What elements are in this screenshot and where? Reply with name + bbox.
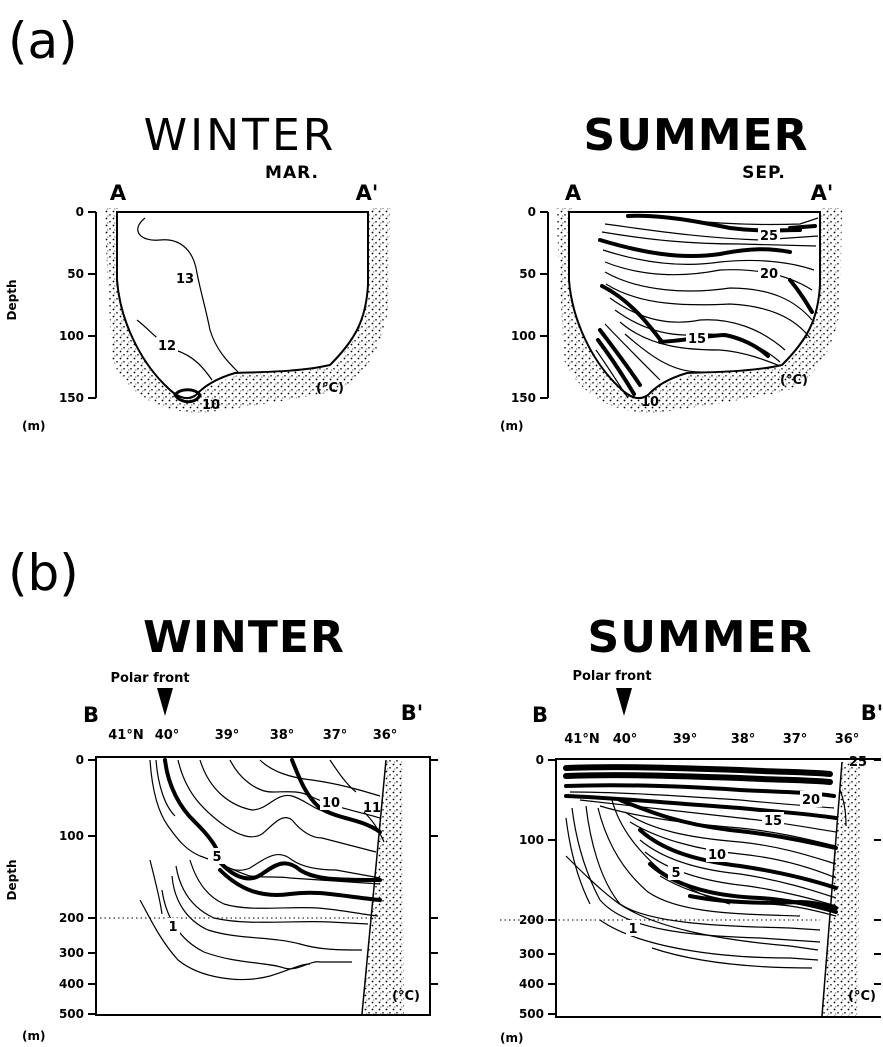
panel-a-winter-label-13: 13 bbox=[176, 272, 194, 287]
panel-b-winter-label-10: 10 bbox=[322, 796, 340, 811]
panel-b-depth-axis-title: Depth bbox=[5, 860, 19, 901]
panel-b-summer-lat-41: 41°N bbox=[564, 732, 599, 747]
panel-b-winter-tick-200: 200 bbox=[59, 911, 84, 925]
panel-b-winter-lat-38: 38° bbox=[270, 728, 295, 743]
panel-a-winter-month: MAR. bbox=[265, 163, 319, 183]
panel-b-summer-seafloor bbox=[822, 762, 860, 1016]
panel-b-summer-depth-ticks bbox=[548, 759, 881, 1015]
panel-b-summer-label-5: 5 bbox=[671, 866, 680, 881]
panel-b-winter: WINTER Polar front B B' 41°N 40° 39° 38°… bbox=[5, 612, 438, 1043]
panel-a-winter-label-10: 10 bbox=[202, 398, 220, 413]
panel-b-summer-tick-300: 300 bbox=[519, 947, 544, 961]
panel-a-summer-label-10: 10 bbox=[641, 395, 659, 410]
panel-b-summer-tick-400: 400 bbox=[519, 977, 544, 991]
panel-b-summer-tick-500: 500 bbox=[519, 1007, 544, 1021]
panel-a-summer-tick-100: 100 bbox=[511, 329, 536, 343]
panel-a-summer-month: SEP. bbox=[742, 163, 786, 183]
panel-a-winter-start: A bbox=[110, 181, 127, 205]
panel-a-winter-tick-0: 0 bbox=[76, 205, 84, 219]
panel-b-summer-frame bbox=[555, 758, 881, 1018]
panel-b-winter-title: WINTER bbox=[143, 612, 345, 663]
panel-b-winter-seafloor bbox=[362, 760, 404, 1014]
panel-b-summer-label-15: 15 bbox=[764, 814, 782, 829]
panel-a-summer-end: A' bbox=[811, 181, 834, 205]
panel-b-summer: SUMMER Polar front B B' 41°N 40° 39° 38°… bbox=[500, 612, 883, 1045]
panel-a-summer-depth-unit: (m) bbox=[500, 419, 523, 433]
panel-a-winter-isotherm-10 bbox=[173, 388, 202, 404]
panel-a-winter-tick-150: 150 bbox=[59, 391, 84, 405]
panel-b-summer-slope bbox=[821, 761, 843, 1017]
panel-b-summer-lat-40: 40° bbox=[613, 732, 638, 747]
panel-a-winter-isotherm-13 bbox=[137, 217, 239, 373]
panel-b-summer-lat-39: 39° bbox=[673, 732, 698, 747]
panel-b-winter-end: B' bbox=[401, 701, 423, 725]
panel-a-summer-tick-150: 150 bbox=[511, 391, 536, 405]
panel-a-depth-axis-title: Depth bbox=[5, 280, 19, 321]
panel-b-winter-label-11: 11 bbox=[363, 801, 381, 816]
panel-b-summer-temp-unit: (°C) bbox=[848, 989, 876, 1004]
panel-b-summer-front-label: Polar front bbox=[572, 669, 651, 684]
panel-a-winter-tick-100: 100 bbox=[59, 329, 84, 343]
panel-b-winter-label-5: 5 bbox=[212, 850, 221, 865]
panel-b-winter-lat-39: 39° bbox=[215, 728, 240, 743]
panel-b-summer-tick-0: 0 bbox=[536, 753, 544, 767]
panel-a-summer-label-15: 15 bbox=[688, 332, 706, 347]
panel-b-winter-tick-0: 0 bbox=[76, 753, 84, 767]
panel-b-winter-tick-400: 400 bbox=[59, 977, 84, 991]
panel-b-summer-tick-200: 200 bbox=[519, 913, 544, 927]
panel-b-winter-tick-500: 500 bbox=[59, 1007, 84, 1021]
panel-b-winter-tick-100: 100 bbox=[59, 829, 84, 843]
panel-b-winter-start: B bbox=[83, 703, 99, 727]
panel-b-summer-tick-100: 100 bbox=[519, 833, 544, 847]
panel-a-summer-temp-unit: (°C) bbox=[780, 373, 808, 388]
panel-a-summer-label-25: 25 bbox=[760, 229, 778, 244]
panel-b-summer-front-marker bbox=[616, 688, 632, 716]
panel-b-summer-label-1: 1 bbox=[628, 922, 637, 937]
panel-b-summer-end: B' bbox=[861, 701, 883, 725]
panel-a-summer-start: A bbox=[565, 181, 582, 205]
panel-a-summer-label-20: 20 bbox=[760, 267, 778, 282]
panel-b-winter-isotherms bbox=[139, 758, 385, 981]
panel-a-letter: (a) bbox=[8, 12, 78, 70]
panel-a-summer-title: SUMMER bbox=[584, 110, 809, 161]
panel-a-winter-depth-unit: (m) bbox=[22, 419, 45, 433]
panel-b-winter-depth-ticks bbox=[88, 759, 438, 1015]
panel-a-winter-title: WINTER bbox=[144, 110, 337, 161]
panel-b-letter: (b) bbox=[8, 544, 79, 602]
panel-a-winter-label-12: 12 bbox=[158, 339, 176, 354]
panel-b-winter-lat-40: 40° bbox=[155, 728, 180, 743]
panel-b-winter-depth-unit: (m) bbox=[22, 1029, 45, 1043]
panel-b-winter-front-label: Polar front bbox=[110, 671, 189, 686]
panel-b-summer-lat-36: 36° bbox=[835, 732, 860, 747]
panel-b-summer-label-10: 10 bbox=[708, 848, 726, 863]
panel-a-winter-tick-50: 50 bbox=[67, 267, 84, 281]
panel-a-winter-end: A' bbox=[356, 181, 379, 205]
panel-b-winter-frame bbox=[95, 756, 431, 1016]
panel-b-summer-lat-38: 38° bbox=[731, 732, 756, 747]
panel-a-winter-temp-unit: (°C) bbox=[316, 381, 344, 396]
panel-b-winter-tick-300: 300 bbox=[59, 946, 84, 960]
panel-b-summer-label-25: 25 bbox=[849, 755, 867, 770]
panel-b-summer-label-20: 20 bbox=[802, 793, 820, 808]
panel-b-winter-lat-37: 37° bbox=[323, 728, 348, 743]
panel-a-summer-isotherms bbox=[595, 213, 819, 399]
panel-b-summer-lat-37: 37° bbox=[783, 732, 808, 747]
panel-b-summer-start: B bbox=[532, 703, 548, 727]
panel-b-winter-label-1: 1 bbox=[168, 920, 177, 935]
panel-a-summer-tick-0: 0 bbox=[528, 205, 536, 219]
panel-b-winter-slope bbox=[361, 759, 387, 1015]
panel-a-winter: WINTER MAR. A A' 0 50 100 150 (m) Depth … bbox=[5, 110, 390, 433]
panel-b-summer-depth-unit: (m) bbox=[500, 1031, 523, 1045]
panel-b-winter-temp-unit: (°C) bbox=[392, 989, 420, 1004]
panel-b-summer-title: SUMMER bbox=[588, 612, 813, 663]
panel-a-summer-tick-50: 50 bbox=[519, 267, 536, 281]
panel-b-winter-lat-41: 41°N bbox=[108, 728, 143, 743]
panel-a-summer: SUMMER SEP. A A' 0 50 100 150 (m) bbox=[500, 110, 842, 433]
panel-b-winter-front-marker bbox=[157, 688, 173, 716]
panel-b-winter-lat-36: 36° bbox=[373, 728, 398, 743]
